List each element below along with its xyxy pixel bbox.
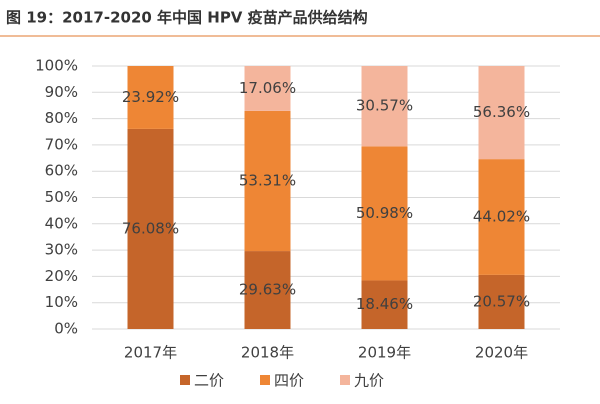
bar-segment xyxy=(244,66,291,111)
bar-segment xyxy=(478,159,525,275)
x-tick-label: 2017年 xyxy=(124,344,177,362)
legend-label: 九价 xyxy=(354,372,384,390)
data-label: 29.63% xyxy=(239,281,296,299)
bar-segment xyxy=(478,274,525,329)
y-tick-label: 80% xyxy=(45,109,78,127)
y-tick-label: 90% xyxy=(45,83,78,101)
data-label: 17.06% xyxy=(239,79,296,97)
legend-swatch xyxy=(340,375,350,385)
data-label: 18.46% xyxy=(356,295,413,313)
bar-segment xyxy=(361,66,408,147)
bar-segment xyxy=(127,128,174,329)
bar-segment xyxy=(127,66,174,129)
data-label: 50.98% xyxy=(356,204,413,222)
bar-segment xyxy=(478,66,525,160)
chart-title: 图 19：2017-2020 年中国 HPV 疫苗产品供给结构 xyxy=(6,9,368,27)
bars xyxy=(127,66,525,329)
data-label: 76.08% xyxy=(122,219,179,237)
y-tick-label: 60% xyxy=(45,162,78,180)
y-tick-label: 30% xyxy=(45,241,78,259)
legend-label: 二价 xyxy=(194,372,224,390)
y-tick-label: 70% xyxy=(45,135,78,153)
x-tick-label: 2019年 xyxy=(358,344,411,362)
bar-segment xyxy=(361,280,408,329)
labels: 2017年 76.08% 23.92% 2018年 29.63% 53.31% 17.06%… xyxy=(122,79,530,390)
bar-segment xyxy=(244,110,291,252)
data-label: 30.57% xyxy=(356,97,413,115)
x-tick-label: 2018年 xyxy=(241,344,294,362)
data-label: 20.57% xyxy=(473,292,530,310)
x-tick-label: 2020年 xyxy=(475,344,528,362)
bar-segment xyxy=(361,146,408,281)
legend-swatch xyxy=(260,375,270,385)
y-tick-label: 10% xyxy=(45,293,78,311)
y-tick-label: 20% xyxy=(45,267,78,285)
y-tick-label: 50% xyxy=(45,188,78,206)
data-label: 23.92% xyxy=(122,88,179,106)
data-label: 56.36% xyxy=(473,103,530,121)
y-tick-label: 100% xyxy=(35,57,78,75)
bar-segment xyxy=(244,251,291,329)
legend-swatch xyxy=(180,375,190,385)
y-tick-label: 40% xyxy=(45,214,78,232)
y-tick-label: 0% xyxy=(54,320,78,338)
data-label: 44.02% xyxy=(473,208,530,226)
legend-label: 四价 xyxy=(274,372,304,390)
data-label: 53.31% xyxy=(239,171,296,189)
